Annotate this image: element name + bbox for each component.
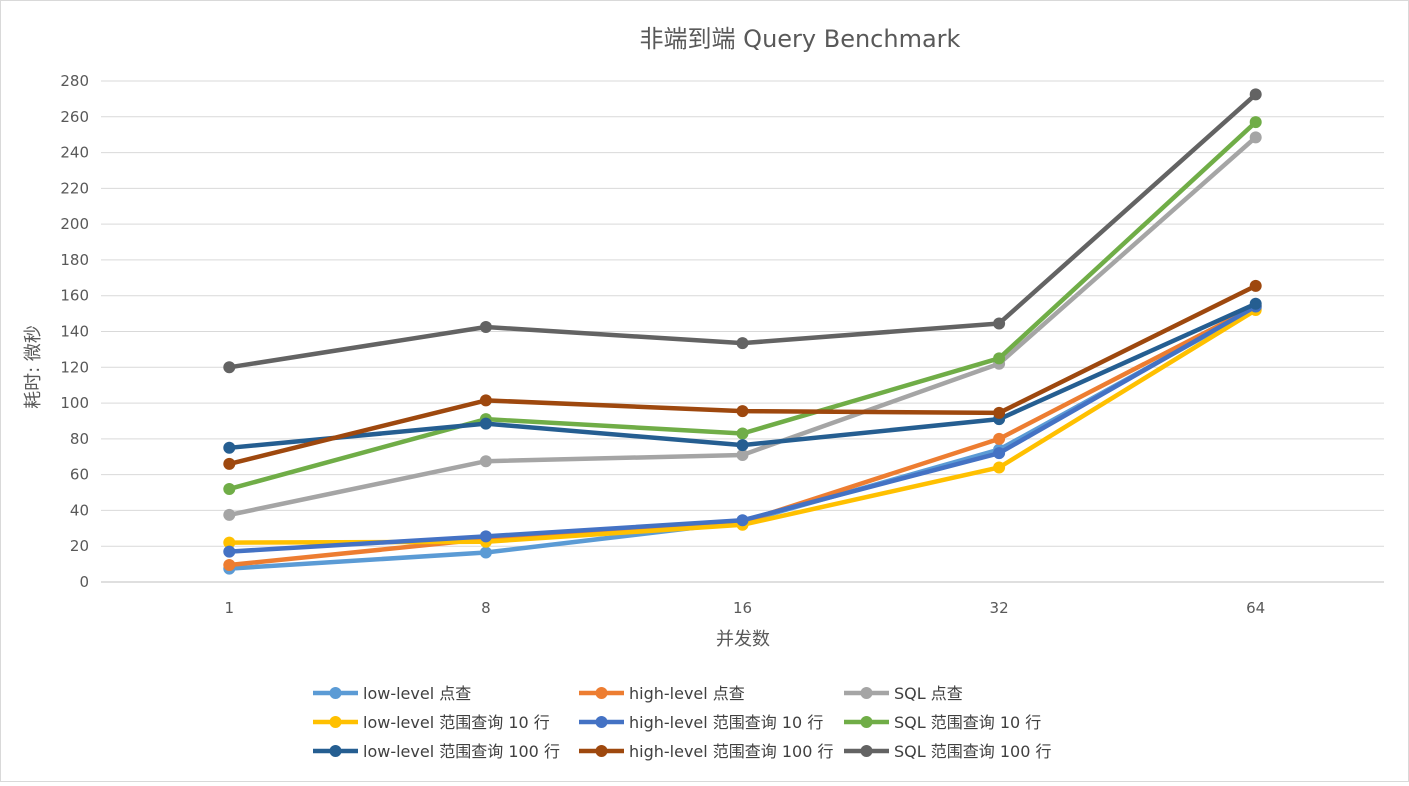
data-point <box>223 508 236 521</box>
data-point <box>736 427 749 440</box>
x-tick-label: 32 <box>990 599 1009 617</box>
y-tick-label: 240 <box>60 144 89 162</box>
legend-label: SQL 范围查询 100 行 <box>894 742 1051 761</box>
y-tick-label: 160 <box>60 287 89 305</box>
legend-item: low-level 点查 <box>313 684 471 703</box>
x-tick-label: 16 <box>733 599 752 617</box>
legend-label: low-level 范围查询 10 行 <box>363 713 550 732</box>
data-point <box>993 447 1006 460</box>
legend-swatch-marker <box>595 716 608 728</box>
data-point <box>993 406 1006 419</box>
legend-item: low-level 范围查询 100 行 <box>313 742 560 761</box>
data-point <box>479 546 492 559</box>
data-point <box>736 448 749 461</box>
data-point <box>1249 279 1262 292</box>
legend-item: low-level 范围查询 10 行 <box>313 713 550 732</box>
chart-title: 非端到端 Query Benchmark <box>640 25 961 53</box>
data-point <box>736 337 749 350</box>
y-tick-label: 280 <box>60 72 89 90</box>
legend-item: high-level 范围查询 10 行 <box>579 713 823 732</box>
y-tick-label: 120 <box>60 358 89 376</box>
data-point <box>736 514 749 527</box>
data-point <box>223 536 236 549</box>
y-axis-label: 耗时: 微秒 <box>23 325 44 409</box>
legend-item: high-level 范围查询 100 行 <box>579 742 834 761</box>
data-point <box>736 405 749 418</box>
y-tick-label: 60 <box>70 466 89 484</box>
data-point <box>223 457 236 470</box>
legend-item: SQL 点查 <box>844 684 963 703</box>
data-point <box>993 317 1006 330</box>
x-tick-label: 1 <box>225 599 235 617</box>
legend-swatch-marker <box>860 687 873 699</box>
data-point <box>223 361 236 374</box>
data-point <box>993 352 1006 365</box>
legend-label: high-level 范围查询 100 行 <box>629 742 834 761</box>
legend-label: SQL 点查 <box>894 684 963 703</box>
y-tick-label: 140 <box>60 323 89 341</box>
legend-swatch-marker <box>860 745 873 757</box>
y-tick-label: 260 <box>60 108 89 126</box>
legend-swatch-marker <box>329 687 342 699</box>
data-point <box>1249 131 1262 144</box>
data-point <box>1249 297 1262 310</box>
y-tick-label: 220 <box>60 179 89 197</box>
legend-label: high-level 范围查询 10 行 <box>629 713 823 732</box>
legend-swatch-marker <box>329 745 342 757</box>
data-point <box>223 482 236 495</box>
data-point <box>1249 116 1262 129</box>
y-tick-label: 20 <box>70 537 89 555</box>
x-tick-label: 8 <box>481 599 491 617</box>
y-tick-label: 80 <box>70 430 89 448</box>
legend-label: low-level 点查 <box>363 684 471 703</box>
data-point <box>736 439 749 452</box>
legend-label: low-level 范围查询 100 行 <box>363 742 560 761</box>
series-line <box>227 92 1258 370</box>
x-axis-label: 并发数 <box>716 629 770 650</box>
legend-swatch-marker <box>595 745 608 757</box>
y-tick-label: 180 <box>60 251 89 269</box>
legend-label: high-level 点查 <box>629 684 745 703</box>
data-point <box>479 321 492 334</box>
data-point <box>479 417 492 430</box>
series-9 <box>223 88 1262 374</box>
y-tick-label: 0 <box>79 573 89 591</box>
data-point <box>223 559 236 572</box>
y-tick-label: 200 <box>60 215 89 233</box>
y-tick-label: 100 <box>60 394 89 412</box>
legend: low-level 点查 high-level 点查 SQL 点查 low-level… <box>313 684 1051 761</box>
series-8 <box>223 279 1262 470</box>
legend-swatch-marker <box>860 716 873 728</box>
y-tick-label: 40 <box>70 501 89 519</box>
data-point <box>479 530 492 543</box>
data-point <box>223 545 236 558</box>
legend-label: SQL 范围查询 10 行 <box>894 713 1041 732</box>
legend-swatch-marker <box>595 687 608 699</box>
data-point <box>993 432 1006 445</box>
y-axis-ticks: 0 20 40 60 80 100 120 140 160 180 200 220 240 260 280 <box>60 72 89 591</box>
data-point <box>479 394 492 407</box>
legend-item: SQL 范围查询 10 行 <box>844 713 1041 732</box>
legend-item: SQL 范围查询 100 行 <box>844 742 1051 761</box>
series-lines <box>223 88 1262 575</box>
data-point <box>1249 88 1262 101</box>
data-point <box>223 441 236 454</box>
legend-item: high-level 点查 <box>579 684 745 703</box>
data-point <box>993 461 1006 474</box>
legend-swatch-marker <box>329 716 342 728</box>
series-6 <box>223 116 1262 495</box>
data-point <box>479 455 492 468</box>
x-tick-label: 64 <box>1246 599 1265 617</box>
series-3 <box>223 131 1262 521</box>
x-axis-ticks: 1 8 16 32 64 <box>225 599 1266 617</box>
